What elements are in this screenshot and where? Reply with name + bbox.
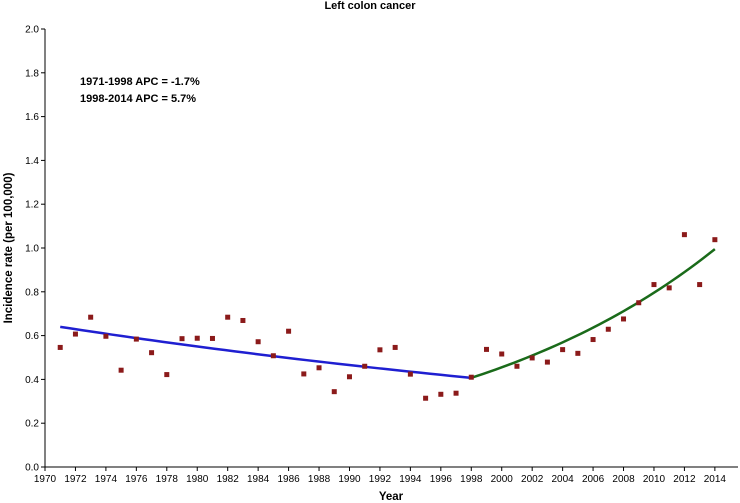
data-point: [605, 326, 611, 332]
data-point: [514, 363, 520, 369]
x-tick-label: 2010: [643, 474, 666, 485]
y-tick-label: 0.4: [25, 375, 39, 386]
data-point: [590, 337, 596, 343]
observed-points: [57, 232, 718, 401]
y-ticks: 0.0 0.2 0.4 0.6 0.8 1.0 1.2 1.4 1.6 1.8 2.0: [25, 25, 45, 474]
data-point: [407, 371, 413, 377]
x-ticks: 1970 1972 1974 1976 1978 1980 1982 1984 1986 1988…: [34, 467, 727, 485]
x-tick-label: 1978: [156, 474, 179, 485]
data-point: [438, 391, 444, 397]
x-tick-label: 2004: [551, 474, 574, 485]
data-point: [57, 344, 63, 350]
data-point: [666, 285, 672, 291]
data-point: [621, 316, 627, 322]
data-point: [225, 314, 231, 320]
data-point: [453, 390, 459, 396]
data-point: [499, 351, 505, 357]
trend-lines: [60, 248, 716, 380]
x-tick-label: 1982: [217, 474, 240, 485]
data-point: [133, 336, 139, 342]
y-tick-label: 0.2: [25, 419, 39, 430]
x-tick-label: 2008: [612, 474, 635, 485]
data-point: [255, 339, 261, 345]
x-tick-label: 1994: [399, 474, 422, 485]
trend-line-2: [470, 248, 716, 380]
data-point: [697, 282, 703, 288]
y-tick-label: 1.0: [25, 244, 39, 255]
data-point: [377, 347, 383, 353]
x-tick-label: 2014: [704, 474, 727, 485]
data-point: [118, 367, 124, 373]
y-tick-label: 1.2: [25, 200, 39, 211]
data-point: [423, 395, 429, 401]
data-point: [240, 317, 246, 323]
data-point: [575, 350, 581, 356]
y-tick-label: 0.6: [25, 331, 39, 342]
data-point: [164, 372, 170, 378]
data-point: [209, 335, 215, 341]
y-tick-label: 1.6: [25, 112, 39, 123]
trend-line-1: [60, 325, 472, 380]
y-tick-label: 2.0: [25, 25, 39, 36]
data-point: [468, 374, 474, 380]
x-tick-label: 2006: [582, 474, 605, 485]
data-point: [270, 353, 276, 359]
x-tick-label: 1998: [460, 474, 483, 485]
x-tick-label: 1974: [95, 474, 118, 485]
data-point: [362, 363, 368, 369]
data-point: [331, 389, 337, 395]
data-point: [392, 344, 398, 350]
data-point: [301, 371, 307, 377]
y-tick-label: 0.8: [25, 287, 39, 298]
y-tick-label: 1.8: [25, 68, 39, 79]
y-axis-title: Incidence rate (per 100,000): [3, 172, 15, 323]
apc-annotation-1: 1971-1998 APC = -1.7%: [80, 76, 200, 88]
data-point: [712, 237, 718, 243]
x-tick-label: 1970: [34, 474, 57, 485]
y-tick-label: 0.0: [25, 463, 39, 474]
data-point: [88, 314, 94, 320]
x-tick-label: 1988: [308, 474, 331, 485]
apc-annotation-2: 1998-2014 APC = 5.7%: [80, 93, 196, 105]
data-point: [651, 282, 657, 288]
x-tick-label: 1980: [186, 474, 209, 485]
data-point: [544, 359, 550, 365]
x-tick-label: 1992: [369, 474, 392, 485]
data-point: [681, 232, 687, 238]
data-point: [72, 331, 78, 337]
x-tick-label: 1984: [247, 474, 270, 485]
data-point: [529, 355, 535, 361]
data-point: [179, 336, 185, 342]
data-point: [484, 346, 489, 352]
x-tick-label: 1990: [338, 474, 361, 485]
x-axis-title: Year: [379, 491, 404, 503]
data-point: [636, 300, 642, 306]
data-point: [103, 333, 109, 339]
x-tick-label: 1976: [125, 474, 148, 485]
data-point: [316, 365, 322, 371]
y-tick-label: 1.4: [25, 156, 39, 167]
data-point: [286, 328, 292, 334]
data-point: [194, 335, 200, 341]
x-tick-label: 1996: [430, 474, 453, 485]
data-point: [346, 374, 352, 380]
x-tick-label: 2012: [673, 474, 696, 485]
data-point: [149, 350, 155, 356]
x-tick-label: 2002: [521, 474, 544, 485]
x-tick-label: 1986: [277, 474, 300, 485]
x-tick-label: 1972: [64, 474, 87, 485]
data-point: [560, 347, 566, 353]
x-tick-label: 2000: [491, 474, 514, 485]
chart-title: Left colon cancer: [324, 0, 416, 12]
